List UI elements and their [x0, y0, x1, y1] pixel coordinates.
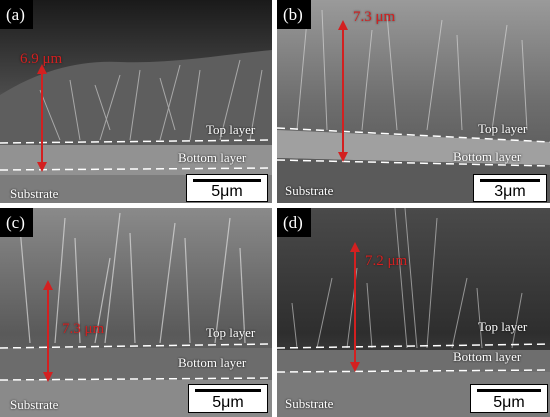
top-layer-label-c: Top layer	[206, 325, 256, 340]
bottom-layer-label-a: Bottom layer	[178, 150, 247, 165]
bottom-layer-label-c: Bottom layer	[178, 355, 247, 370]
sem-image-b	[277, 0, 550, 203]
scale-bar-line-a	[193, 179, 261, 182]
scale-bar-text-c: 5μm	[212, 394, 244, 411]
panel-b: (b) 7.3 μm Top layer Bottom layer Substr…	[277, 0, 550, 203]
panel-label-c: (c)	[0, 208, 33, 237]
bottom-layer-label-d: Bottom layer	[453, 349, 522, 364]
thickness-label-b: 7.3 μm	[353, 9, 396, 25]
panel-d: (d) 7.2 μm Top layer Bottom layer Substr…	[277, 208, 550, 417]
scale-bar-c: 5μm	[188, 384, 268, 413]
sem-image-a	[0, 0, 272, 203]
top-layer-label-b: Top layer	[478, 121, 528, 136]
panel-label-d: (d)	[277, 208, 311, 237]
scale-bar-b: 3μm	[473, 174, 547, 202]
panel-a: (a) 6.9 μm Top layer Bottom layer Substr…	[0, 0, 272, 203]
scale-bar-line-c	[195, 389, 261, 392]
panel-label-a: (a)	[0, 0, 33, 29]
top-layer-label-a: Top layer	[206, 122, 256, 137]
scale-bar-line-d	[477, 389, 541, 392]
thickness-label-c: 7.3 μm	[62, 321, 105, 337]
thickness-label-d: 7.2 μm	[365, 253, 408, 269]
substrate-label-d: Substrate	[285, 396, 334, 411]
panel-c: (c) 7.3 μm Top layer Bottom layer Substr…	[0, 208, 272, 417]
sem-image-c	[0, 208, 272, 417]
substrate-label-a: Substrate	[10, 186, 59, 201]
scale-bar-text-d: 5μm	[493, 394, 525, 411]
substrate-label-b: Substrate	[285, 183, 334, 198]
scale-bar-text-b: 3μm	[494, 183, 526, 200]
bottom-layer-label-b: Bottom layer	[453, 149, 522, 164]
scale-bar-d: 5μm	[470, 384, 548, 413]
scale-bar-a: 5μm	[186, 174, 268, 202]
top-layer-label-d: Top layer	[478, 319, 528, 334]
substrate-label-c: Substrate	[10, 397, 59, 412]
thickness-label-a: 6.9 μm	[20, 51, 63, 67]
scale-bar-text-a: 5μm	[211, 183, 243, 200]
scale-bar-line-b	[480, 179, 540, 182]
panel-label-b: (b)	[277, 0, 311, 29]
